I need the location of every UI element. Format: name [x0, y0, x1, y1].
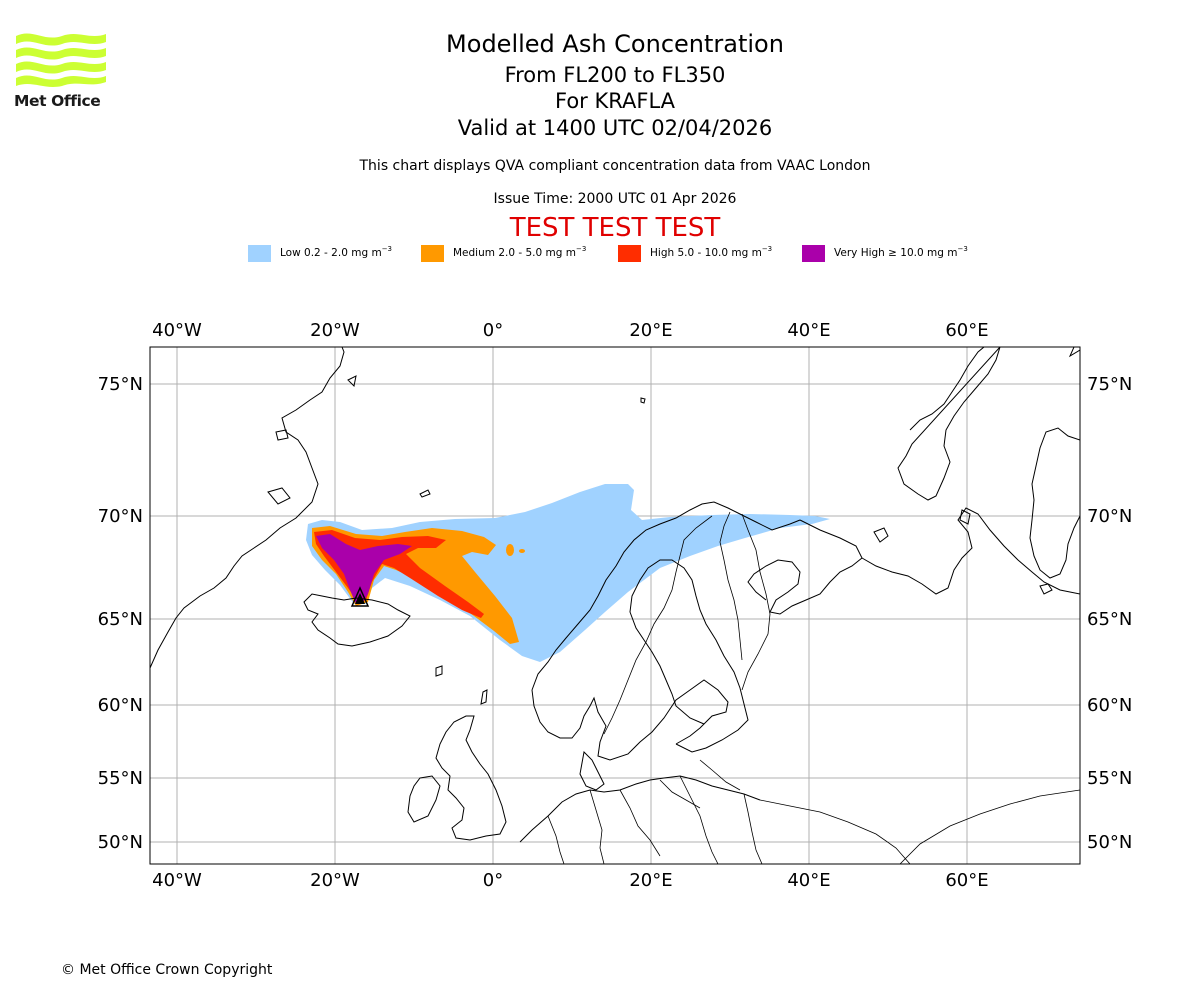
met-office-logo: Met Office	[14, 28, 108, 113]
lat-tick-right: 65°N	[1087, 609, 1132, 630]
lat-tick-left: 60°N	[98, 695, 143, 716]
lon-tick-top: 40°W	[152, 320, 202, 341]
coast-denmark	[579, 750, 605, 791]
lon-tick-bottom: 60°E	[945, 870, 988, 891]
legend-unit-exp: −3	[381, 245, 393, 253]
chart-title: Modelled Ash Concentration	[446, 30, 784, 58]
legend-swatch-low	[248, 245, 271, 262]
volcano-name: For KRAFLA	[555, 89, 675, 113]
legend-swatch-medium	[421, 245, 444, 262]
coast-south-norway	[531, 679, 729, 761]
flight-level-range: From FL200 to FL350	[504, 63, 726, 87]
lon-tick-top: 20°W	[310, 320, 360, 341]
legend-swatch-very-high	[802, 245, 825, 262]
lat-tick-left: 55°N	[98, 768, 143, 789]
graticule	[150, 347, 1080, 864]
coast-baltic-south	[519, 775, 761, 843]
coast-shetland	[480, 689, 488, 705]
legend-label-medium: Medium 2.0 - 5.0 mg m	[453, 247, 576, 259]
coast-bear-island	[640, 397, 646, 404]
copyright-notice: © Met Office Crown Copyright	[61, 962, 273, 978]
coast-russia-north	[861, 507, 1080, 595]
met-office-waves-icon	[16, 33, 106, 87]
coast-ireland	[407, 775, 441, 823]
legend-label-low: Low 0.2 - 2.0 mg m	[280, 247, 382, 259]
lon-tick-bottom: 0°	[483, 870, 503, 891]
legend-unit-exp: −3	[957, 245, 968, 253]
lat-tick-left: 70°N	[98, 506, 143, 527]
lon-ticks-top: 40°W 20°W 0° 20°E 40°E 60°E	[152, 320, 988, 341]
compliance-note: This chart displays QVA compliant concen…	[359, 158, 871, 174]
border-sweden-finland	[719, 511, 743, 661]
coast-faroes	[435, 665, 443, 677]
lon-tick-bottom: 40°W	[152, 870, 202, 891]
coast-great-britain	[435, 715, 507, 841]
lon-ticks-bottom: 40°W 20°W 0° 20°E 40°E 60°E	[152, 870, 988, 891]
lon-tick-bottom: 20°W	[310, 870, 360, 891]
valid-time: Valid at 1400 UTC 02/04/2026	[457, 116, 773, 140]
coast-yamal	[1029, 427, 1080, 579]
ash-patch-medium	[506, 544, 514, 556]
coast-vaygach	[959, 509, 971, 525]
lat-tick-left: 65°N	[98, 609, 143, 630]
border-russia-ukraine	[759, 799, 911, 864]
lat-tick-right: 75°N	[1087, 374, 1132, 395]
lon-tick-bottom: 40°E	[787, 870, 830, 891]
border-norway-sweden	[603, 515, 713, 735]
lon-tick-top: 40°E	[787, 320, 830, 341]
legend-unit-exp: −3	[575, 245, 587, 253]
coast-jan-mayen	[419, 489, 431, 498]
ash-patch-medium	[519, 549, 525, 553]
volcano-marker-icon	[350, 586, 370, 607]
test-banner: TEST TEST TEST	[509, 213, 721, 243]
border-kazakhstan	[899, 789, 1080, 864]
lat-ticks-left: 75°N 70°N 65°N 60°N 55°N 50°N	[98, 374, 143, 853]
lat-tick-right: 55°N	[1087, 768, 1132, 789]
coast-finland	[629, 559, 749, 753]
border-finland-russia	[741, 513, 771, 691]
legend-unit-exp: −3	[761, 245, 773, 253]
legend-label-very-high: Very High ≥ 10.0 mg m	[834, 247, 958, 259]
lon-tick-top: 0°	[483, 320, 503, 341]
lon-tick-bottom: 20°E	[629, 870, 672, 891]
coast-greenland-islands	[267, 375, 357, 505]
lat-tick-left: 50°N	[98, 832, 143, 853]
coast-kara-islands	[873, 527, 1053, 595]
lat-tick-right: 70°N	[1087, 506, 1132, 527]
lat-tick-right: 60°N	[1087, 695, 1132, 716]
legend-label-high: High 5.0 - 10.0 mg m	[650, 247, 762, 259]
coast-iceland	[303, 593, 411, 647]
legend-swatch-high	[618, 245, 641, 262]
lat-ticks-right: 75°N 70°N 65°N 60°N 55°N 50°N	[1087, 374, 1132, 853]
lon-tick-top: 60°E	[945, 320, 988, 341]
map-background	[150, 347, 1080, 864]
coast-svalbard-edge	[1068, 347, 1080, 358]
country-borders	[547, 511, 1080, 864]
coast-greenland	[150, 347, 345, 669]
issue-time: Issue Time: 2000 UTC 01 Apr 2026	[493, 191, 737, 207]
lat-tick-right: 50°N	[1087, 832, 1132, 853]
border-baltic-states	[659, 759, 741, 809]
lon-tick-top: 20°E	[629, 320, 672, 341]
border-central-europe	[547, 775, 763, 864]
ash-area-very-high	[316, 534, 412, 604]
map-frame	[149, 346, 1081, 865]
coast-kola	[747, 519, 863, 615]
coast-novaya-zemlya	[897, 347, 1001, 501]
lat-tick-left: 75°N	[98, 374, 143, 395]
logo-text: Met Office	[14, 92, 101, 110]
